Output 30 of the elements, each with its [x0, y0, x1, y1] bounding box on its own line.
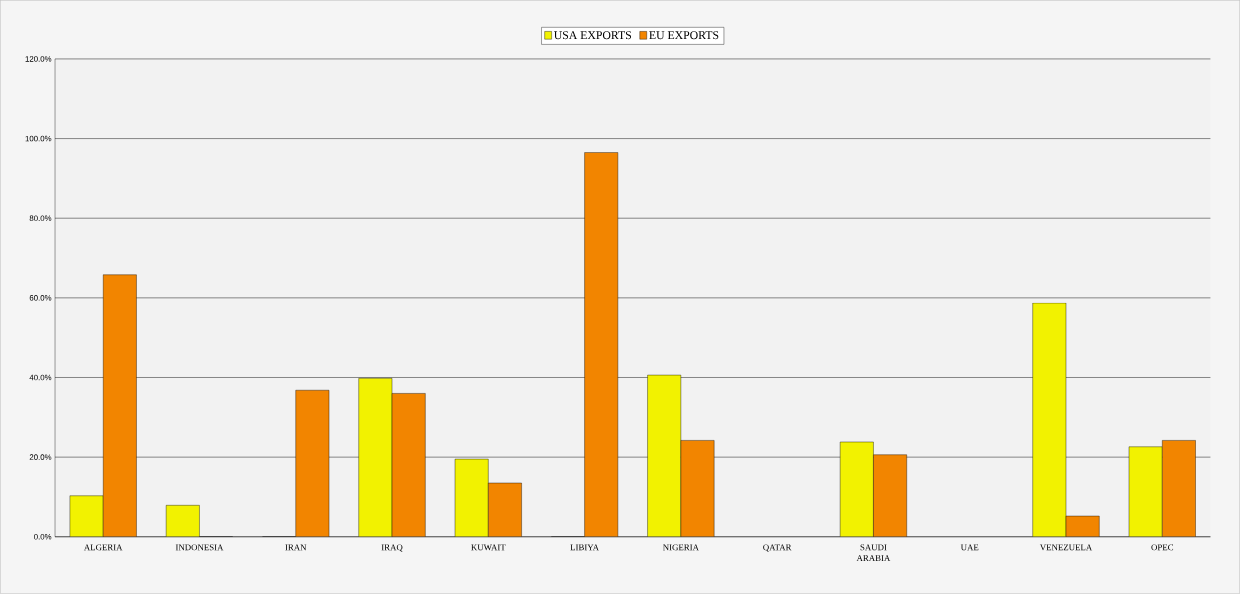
x-tick-label: QATAR — [763, 544, 792, 552]
x-tick-label: OPEC — [1151, 544, 1174, 551]
bar — [103, 274, 137, 537]
bar — [647, 375, 681, 537]
bar — [1162, 440, 1196, 537]
bar — [358, 378, 393, 537]
bar — [455, 459, 489, 537]
x-tick-label: LIBIYA — [570, 544, 599, 551]
x-tick-label: KUWAIT — [471, 544, 506, 551]
x-tick-label: UAE — [960, 544, 979, 551]
x-tick-label: NIGERIA — [663, 544, 699, 551]
legend-label: USA EXPORTS — [554, 31, 632, 40]
bar — [584, 152, 618, 537]
bar — [873, 454, 907, 537]
bar — [392, 393, 426, 537]
x-tick-label: VENEZUELA — [1039, 544, 1093, 551]
bar — [1032, 303, 1066, 537]
x-tick-label: IRAN — [285, 544, 307, 551]
bar — [840, 442, 874, 537]
x-tick-label: SAUDI ARABIA — [856, 544, 891, 562]
bar — [488, 483, 522, 537]
x-tick-label: IRAQ — [381, 544, 403, 552]
bar — [680, 440, 715, 537]
bar — [69, 495, 104, 537]
x-tick-label: INDONESIA — [175, 544, 224, 551]
x-tick-label: ALGERIA — [83, 544, 123, 551]
bar — [295, 390, 330, 537]
bar — [1128, 446, 1163, 537]
legend-label: EU EXPORTS — [649, 31, 719, 40]
bar — [166, 505, 200, 537]
